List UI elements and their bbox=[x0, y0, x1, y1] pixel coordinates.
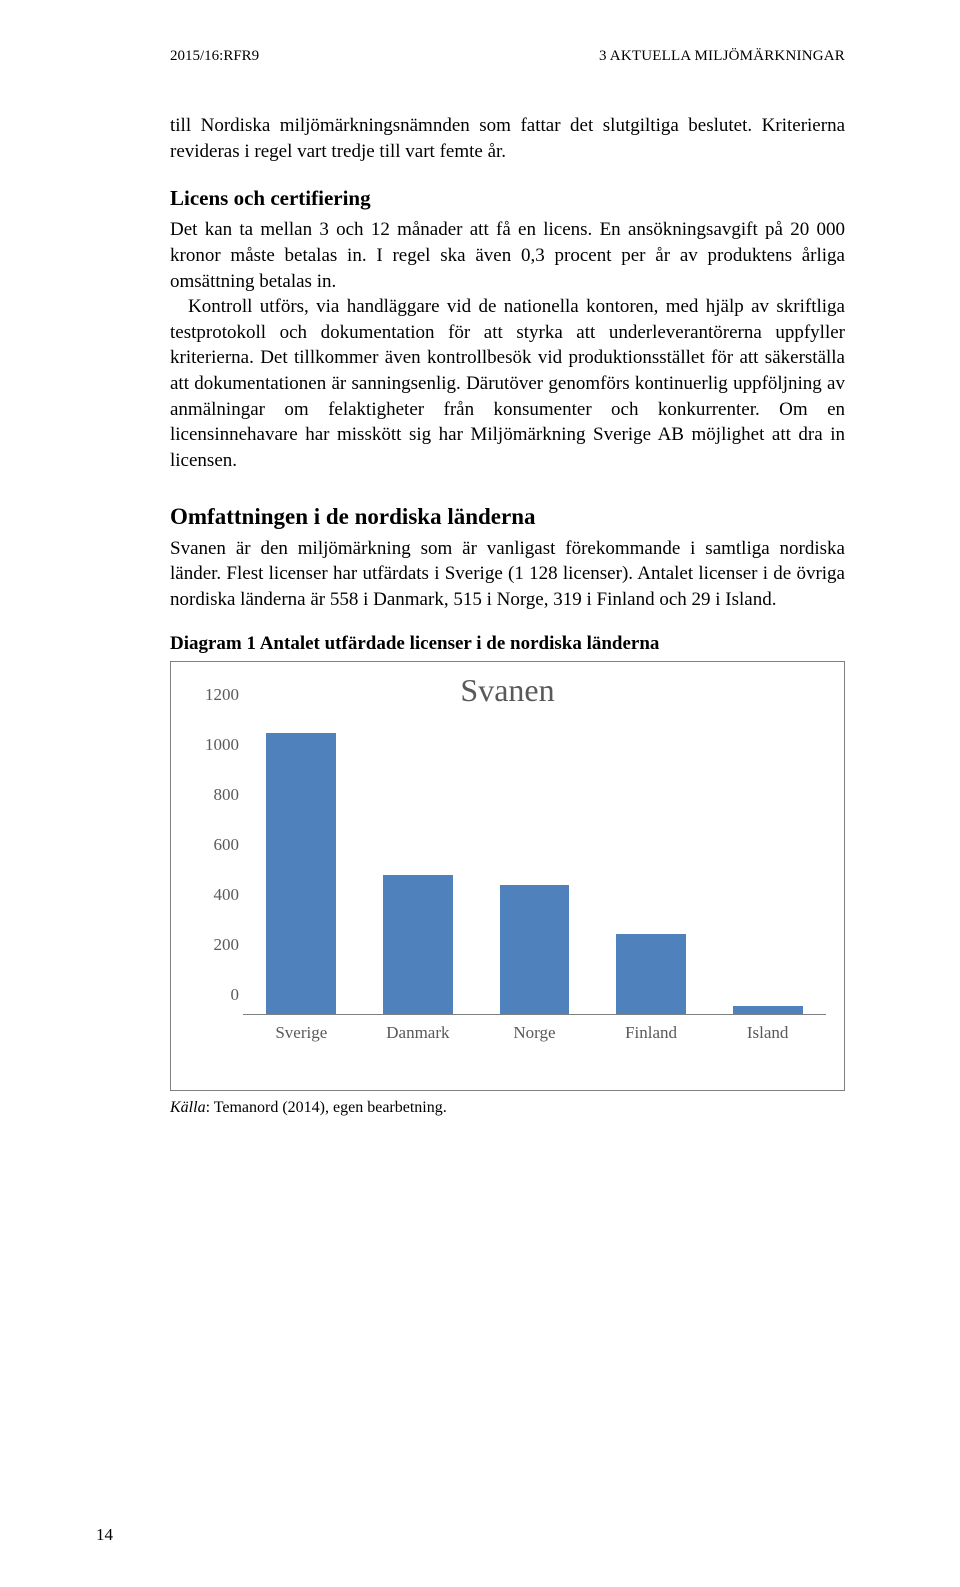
section2-para: Svanen är den miljömärkning som är vanli… bbox=[170, 536, 845, 613]
source-text: : Temanord (2014), egen bearbetning. bbox=[206, 1099, 447, 1116]
y-tick: 800 bbox=[183, 785, 239, 805]
y-tick: 1200 bbox=[183, 685, 239, 705]
source-label: Källa bbox=[170, 1099, 206, 1116]
bar bbox=[266, 733, 336, 1014]
page-header: 2015/16:RFR9 3 AKTUELLA MILJÖMÄRKNINGAR bbox=[170, 48, 845, 65]
bar bbox=[616, 934, 686, 1013]
bar bbox=[500, 885, 570, 1013]
y-tick: 200 bbox=[183, 935, 239, 955]
bar bbox=[383, 875, 453, 1014]
x-label: Sverige bbox=[243, 1019, 360, 1045]
x-label: Norge bbox=[476, 1019, 593, 1045]
x-label: Island bbox=[709, 1019, 826, 1045]
chart-frame: Svanen 020040060080010001200 SverigeDanm… bbox=[170, 661, 845, 1091]
chart-source: Källa: Temanord (2014), egen bearbetning… bbox=[170, 1099, 845, 1117]
chart-plot-area bbox=[243, 715, 826, 1015]
page-number: 14 bbox=[96, 1525, 113, 1545]
chart-bars bbox=[243, 715, 826, 1014]
header-section-title: 3 AKTUELLA MILJÖMÄRKNINGAR bbox=[599, 48, 845, 65]
chart-x-labels: SverigeDanmarkNorgeFinlandIsland bbox=[243, 1019, 826, 1045]
header-doc-id: 2015/16:RFR9 bbox=[170, 48, 259, 65]
bar-slot bbox=[476, 715, 593, 1014]
section1-para2: Kontroll utförs, via handläggare vid de … bbox=[170, 294, 845, 473]
y-tick: 600 bbox=[183, 835, 239, 855]
bar-slot bbox=[593, 715, 710, 1014]
chart-caption: Diagram 1 Antalet utfärdade licenser i d… bbox=[170, 633, 845, 655]
x-label: Danmark bbox=[360, 1019, 477, 1045]
bar-slot bbox=[243, 715, 360, 1014]
chart-plot: 020040060080010001200 SverigeDanmarkNorg… bbox=[243, 715, 826, 1045]
bar bbox=[733, 1006, 803, 1013]
bar-slot bbox=[360, 715, 477, 1014]
bar-slot bbox=[709, 715, 826, 1014]
y-tick: 1000 bbox=[183, 735, 239, 755]
chart-y-axis: 020040060080010001200 bbox=[183, 715, 239, 1015]
intro-paragraph: till Nordiska miljömärkningsnämnden som … bbox=[170, 113, 845, 164]
section-heading-omfattningen: Omfattningen i de nordiska länderna bbox=[170, 504, 845, 530]
section1-para1: Det kan ta mellan 3 och 12 månader att f… bbox=[170, 217, 845, 294]
section-heading-licens: Licens och certifiering bbox=[170, 186, 845, 211]
page: 2015/16:RFR9 3 AKTUELLA MILJÖMÄRKNINGAR … bbox=[0, 0, 960, 1587]
y-tick: 0 bbox=[183, 985, 239, 1005]
y-tick: 400 bbox=[183, 885, 239, 905]
chart-title: Svanen bbox=[171, 672, 844, 709]
x-label: Finland bbox=[593, 1019, 710, 1045]
